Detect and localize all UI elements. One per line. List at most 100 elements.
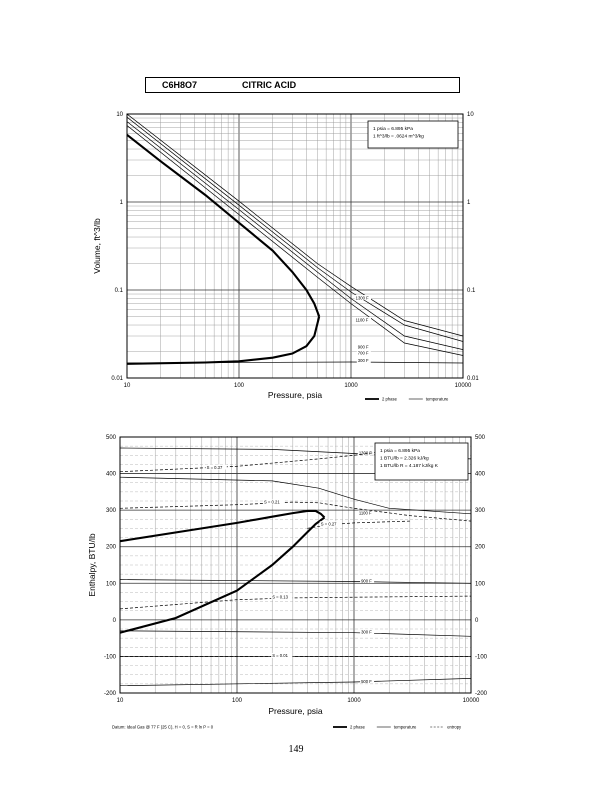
x-tick-label: 1000 xyxy=(347,698,361,704)
series-isotherm-1100f xyxy=(119,476,472,515)
series-label-bg xyxy=(262,499,285,505)
conversion-note-box xyxy=(367,120,459,149)
legend-item: 2 phase xyxy=(365,397,398,402)
series-label-bg xyxy=(357,449,375,455)
conversion-note-box xyxy=(374,442,469,481)
x-tick-label: 100 xyxy=(232,698,243,704)
y-axis-label: Volume, ft^3/lb xyxy=(92,218,102,274)
legend-label: 2 phase xyxy=(350,725,366,730)
series-label: S = 0.13 xyxy=(272,595,288,600)
series-label-bg xyxy=(354,317,372,323)
series-label: 1100 F xyxy=(356,317,369,322)
y-tick-label-right: 400 xyxy=(475,472,486,478)
series-label: 300 F xyxy=(358,358,369,363)
series-label: 900 F xyxy=(358,345,369,350)
plot-frame xyxy=(119,436,472,694)
y-tick-label: 100 xyxy=(106,581,117,587)
legend-item: entropy xyxy=(430,725,462,730)
series-label-bg xyxy=(357,510,375,516)
y-tick-label-right: -200 xyxy=(475,691,488,697)
series-label-bg xyxy=(360,577,375,583)
legend-label: temperature xyxy=(426,397,449,402)
chart-enthalpy: 10 100 1000 10000-200-1000100200300400500-2… xyxy=(87,435,488,730)
chemical-formula: C6H8O7 xyxy=(162,80,198,90)
y-tick-label: -100 xyxy=(104,654,117,660)
series-label: S = 0.27 xyxy=(321,522,337,527)
legend-label: 2 phase xyxy=(382,397,398,402)
conversion-note: 1 ft^3/lb = .0624 m^3/kg xyxy=(373,134,424,140)
series-isotherm-500f xyxy=(119,678,472,687)
legend-label: temperature xyxy=(394,725,417,730)
series-isotherm-1100f xyxy=(126,116,464,342)
series-label-bg xyxy=(360,629,375,635)
series-label: 300 F xyxy=(361,629,372,634)
x-tick-label: 1000 xyxy=(344,383,358,389)
series-label: 1100 F xyxy=(359,511,372,516)
conversion-note: 1 psia = 6.895 kPa xyxy=(380,448,420,454)
chemical-name: CITRIC ACID xyxy=(242,80,297,90)
x-axis-label: Pressure, psia xyxy=(268,706,323,716)
y-tick-label-right: -100 xyxy=(475,654,488,660)
series-label: S = 0.21 xyxy=(264,500,280,505)
series-label-bg xyxy=(271,594,293,600)
y-tick-label: 300 xyxy=(106,508,117,514)
legend-item: temperature xyxy=(408,397,449,402)
series-label-bg xyxy=(319,521,341,527)
y-tick-label: 1 xyxy=(120,200,124,206)
x-tick-label: 10000 xyxy=(455,383,472,389)
y-tick-label-right: 300 xyxy=(475,508,486,514)
y-tick-label-right: 200 xyxy=(475,545,486,551)
series-isotherm-900f xyxy=(126,121,464,350)
series-label: S = 0.37 xyxy=(207,465,223,470)
series-isotherm-300f xyxy=(119,630,472,637)
y-tick-label: 400 xyxy=(106,472,117,478)
series-label: 1300 F xyxy=(356,295,369,300)
series-label-bg xyxy=(356,349,371,355)
y-tick-label: 0.01 xyxy=(111,376,123,382)
series-label-bg xyxy=(356,357,371,363)
series-label: 900 F xyxy=(361,578,372,583)
legend-item: temperature xyxy=(376,725,417,730)
grid xyxy=(126,114,463,379)
series-label-bg xyxy=(271,652,293,658)
y-axis-label: Enthalpy, BTU/lb xyxy=(87,533,97,596)
series-two-phase-vapor xyxy=(126,133,321,317)
y-tick-label: 200 xyxy=(106,545,117,551)
y-tick-label-right: 0.1 xyxy=(467,288,476,294)
series-label: 1300 F xyxy=(359,450,372,455)
legend-item: 2 phase xyxy=(333,725,366,730)
series-label-bg xyxy=(354,295,372,301)
series-entropy-s0.27 xyxy=(307,520,410,529)
y-tick-label-right: 0.01 xyxy=(467,376,479,382)
conversion-note: 1 BTU/lb = 2.326 kJ/kg xyxy=(380,456,429,462)
y-tick-label: 500 xyxy=(106,435,117,441)
legend-label: entropy xyxy=(447,725,462,730)
series-label-bg xyxy=(205,464,227,470)
series-isotherm-900f xyxy=(119,579,472,584)
series-isotherm-700f xyxy=(126,125,464,356)
series-isotherm-300f xyxy=(126,361,464,364)
chart-volume: 10 100 1000 100000.010.11100.010.1110Pressu… xyxy=(92,112,479,402)
y-tick-label: 10 xyxy=(116,112,123,118)
y-tick-label-right: 1 xyxy=(467,200,471,206)
page-number: 149 xyxy=(288,744,304,755)
series-two-phase-vapor xyxy=(119,509,326,543)
y-tick-label: -200 xyxy=(104,691,117,697)
conversion-note: 1 psia = 6.895 kPa xyxy=(373,126,413,132)
series-two-phase-liquid xyxy=(126,316,321,365)
series-two-phase-liquid xyxy=(119,516,326,634)
x-axis-label: Pressure, psia xyxy=(268,390,323,400)
series-label-bg xyxy=(360,678,375,684)
y-tick-label-right: 100 xyxy=(475,581,486,587)
series-isotherm-1300f xyxy=(126,113,464,337)
series-label: 700 F xyxy=(358,350,369,355)
series-label-bg xyxy=(356,344,371,350)
y-tick-label-right: 10 xyxy=(467,112,474,118)
y-tick-label-right: 500 xyxy=(475,435,486,441)
series-entropy-s0.13 xyxy=(119,595,472,610)
series-entropy-s0.21 xyxy=(119,501,472,522)
y-tick-label-right: 0 xyxy=(475,618,479,624)
x-tick-label: 100 xyxy=(234,383,245,389)
plot-frame xyxy=(126,113,464,379)
